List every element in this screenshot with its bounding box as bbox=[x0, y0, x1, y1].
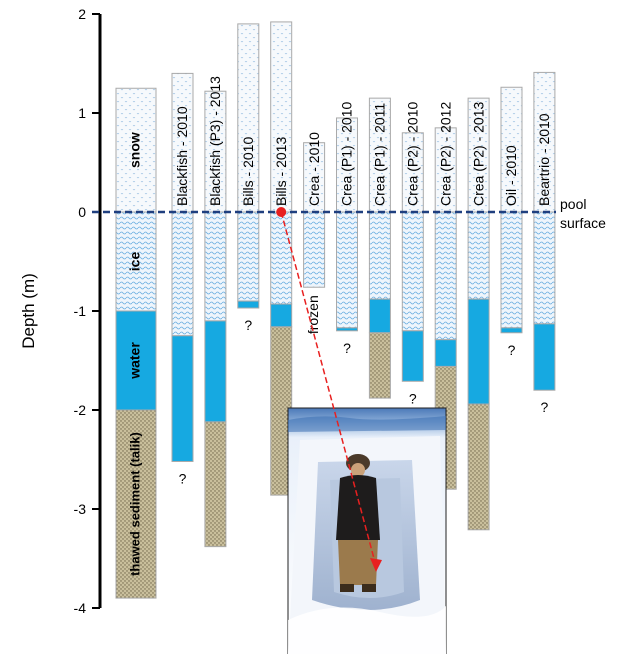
y-tick-label: 2 bbox=[78, 6, 86, 22]
profile-label: Bills - 2013 bbox=[273, 137, 289, 206]
profile-ice-segment bbox=[336, 211, 358, 329]
profile-label: Bills - 2010 bbox=[240, 137, 256, 206]
y-tick-label: -4 bbox=[74, 600, 87, 616]
profile-sediment-segment bbox=[467, 403, 490, 531]
profile-ice-segment bbox=[500, 211, 523, 329]
profile-water-segment bbox=[204, 320, 227, 423]
legend-sediment-label: thawed sediment (talik) bbox=[127, 432, 142, 576]
y-tick-label: -1 bbox=[74, 303, 87, 319]
profile-label: Oil - 2010 bbox=[503, 145, 519, 206]
y-tick-label: 0 bbox=[78, 204, 86, 220]
profile-sediment-segment bbox=[204, 421, 227, 548]
legend-water-segment bbox=[115, 310, 157, 411]
profile-note-unknown: ? bbox=[541, 399, 549, 415]
profile-ice-segment bbox=[467, 211, 490, 300]
profile-label: Crea (P1) - 2011 bbox=[372, 103, 388, 206]
profile-ice-segment bbox=[434, 211, 457, 341]
legend-ice-label: ice bbox=[127, 252, 143, 272]
profile-water-segment bbox=[467, 298, 490, 405]
profile-label: Crea - 2010 bbox=[306, 132, 322, 206]
profile-water-segment bbox=[533, 323, 556, 391]
profile-note-unknown: ? bbox=[244, 317, 252, 333]
y-tick-label: -3 bbox=[74, 501, 87, 517]
profile-note-unknown: ? bbox=[409, 390, 417, 406]
profile-label: Blackfish - 2010 bbox=[174, 106, 190, 206]
profile-water-segment bbox=[500, 327, 523, 334]
profile-water-segment bbox=[171, 335, 194, 462]
y-axis-label: Depth (m) bbox=[19, 273, 38, 349]
profile-label: Blackfish (P3) - 2013 bbox=[207, 76, 223, 206]
profile-ice-segment bbox=[270, 211, 293, 305]
profile-water-segment bbox=[368, 298, 391, 334]
legend-water-label: water bbox=[127, 342, 143, 380]
profile-label: Beartrio - 2010 bbox=[536, 113, 552, 206]
profile-note-unknown: ? bbox=[179, 470, 187, 486]
annotation-arrow-head bbox=[370, 558, 382, 572]
profile-water-segment bbox=[270, 303, 293, 328]
pool-surface-label-2: surface bbox=[560, 215, 606, 231]
legend-sediment-segment bbox=[115, 409, 157, 599]
profile-note-unknown: ? bbox=[508, 342, 516, 358]
pool-surface-label-1: pool bbox=[560, 196, 586, 212]
y-axis: -4 -3 -2 -1 0 1 2 Depth (m) bbox=[19, 6, 102, 616]
profile-ice-segment bbox=[303, 211, 326, 288]
profile-label: Crea (P2) - 2013 bbox=[470, 102, 486, 206]
profile-water-segment bbox=[237, 300, 260, 309]
profile-ice-segment bbox=[401, 211, 424, 332]
y-tick-label: 1 bbox=[78, 105, 86, 121]
annotation bbox=[276, 207, 382, 572]
profile-note-unknown: ? bbox=[343, 340, 351, 356]
profile-label: Crea (P2) - 2010 bbox=[405, 102, 421, 206]
legend-snow-label: snow bbox=[127, 132, 143, 168]
snow-pit-photo bbox=[287, 407, 447, 655]
profile-label: Crea (P2) - 2012 bbox=[437, 102, 453, 206]
profile-water-segment bbox=[434, 339, 457, 367]
profile-label: Crea (P1) - 2010 bbox=[339, 102, 355, 206]
profile-note-frozen: frozen bbox=[305, 295, 321, 334]
profile-water-segment bbox=[401, 330, 424, 382]
profile-bars: snow ice water thawed sediment (talik) Black… bbox=[115, 21, 556, 599]
annotation-marker bbox=[276, 207, 287, 217]
profile-ice-segment bbox=[533, 211, 556, 325]
profile-ice-segment bbox=[204, 211, 227, 322]
profile-ice-segment bbox=[171, 211, 194, 337]
legend-snow-segment bbox=[115, 87, 157, 213]
y-tick-label: -2 bbox=[74, 402, 87, 418]
profile-water-segment bbox=[336, 327, 358, 332]
pool-surface: pool surface bbox=[92, 196, 606, 231]
profile-sediment-segment bbox=[368, 332, 391, 399]
profile-ice-segment bbox=[368, 211, 391, 300]
profile-ice-segment bbox=[237, 211, 260, 302]
annotation-arrow-line bbox=[280, 211, 377, 567]
